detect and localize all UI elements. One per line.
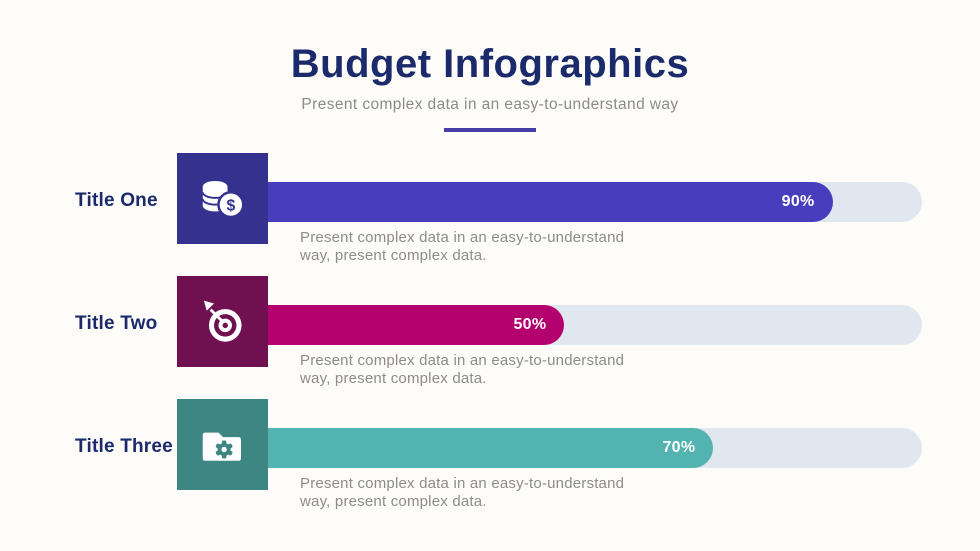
progress-track: 90%: [177, 182, 922, 222]
budget-row-one: Title One 90% $ Present complex data in …: [0, 153, 980, 276]
progress-value-label: 70%: [662, 439, 696, 456]
row-title: Title Two: [75, 313, 158, 334]
budget-row-two: Title Two 50% Present complex data in an…: [0, 276, 980, 399]
budget-row-three: Title Three 70% Present complex data in …: [0, 399, 980, 522]
row-title: Title Three: [75, 436, 173, 457]
row-description: Present complex data in an easy-to-under…: [300, 352, 625, 387]
progress-value-label: 50%: [513, 316, 547, 333]
page-title: Budget Infographics: [290, 42, 690, 86]
icon-square: [177, 399, 268, 490]
icon-square: $: [177, 153, 268, 244]
target-dart-icon: [203, 300, 242, 342]
slide-header: Budget Infographics Present complex data…: [0, 0, 980, 132]
progress-value-label: 90%: [781, 193, 815, 210]
svg-text:$: $: [226, 197, 235, 214]
page-subtitle: Present complex data in an easy-to-under…: [301, 96, 679, 113]
progress-track: 70%: [177, 428, 922, 468]
progress-track: 50%: [177, 305, 922, 345]
icon-square: [177, 276, 268, 367]
accent-divider: [444, 128, 536, 132]
progress-fill: 90%: [177, 182, 833, 222]
row-description: Present complex data in an easy-to-under…: [300, 229, 625, 264]
folder-gear-icon: [202, 432, 241, 461]
row-title: Title One: [75, 190, 158, 211]
coins-dollar-icon: $: [201, 180, 244, 218]
row-description: Present complex data in an easy-to-under…: [300, 475, 625, 510]
